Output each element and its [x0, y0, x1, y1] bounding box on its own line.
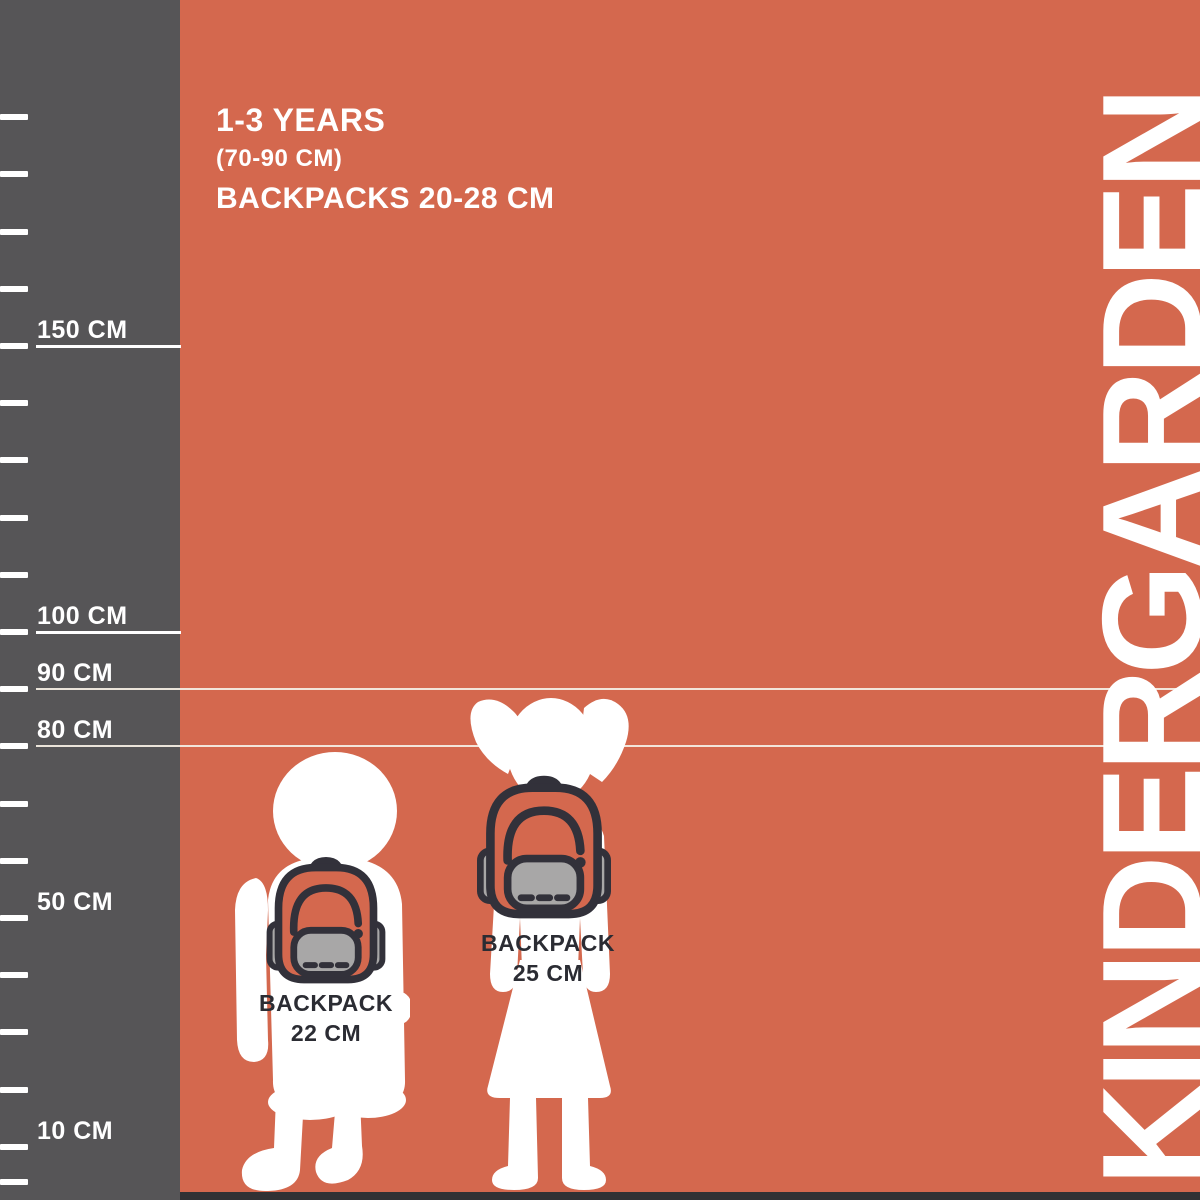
backpack-label-text: BACKPACK: [481, 930, 615, 956]
backpack-size-text: 25 CM: [512, 960, 584, 986]
girl-backpack-label: BACKPACK 25 CM: [438, 928, 658, 988]
ground-bar: [180, 1192, 1200, 1200]
height-range-text: (70-90 CM): [216, 145, 343, 172]
age-range-text: 1-3 YEARS: [216, 102, 386, 138]
backpack-label-text: BACKPACK: [259, 990, 393, 1016]
backpack-size-text: 22 CM: [290, 1020, 362, 1046]
toddler-left-arm: [235, 878, 269, 1062]
toddler-left-leg-foot: [241, 1098, 304, 1192]
toddler-right-hand: [388, 992, 410, 1024]
girl-left-leg-foot: [492, 1098, 538, 1190]
girl-skirt: [487, 960, 611, 1098]
ruler-panel: [0, 0, 180, 1200]
header-block: 1-3 YEARS (70-90 CM) BACKPACKS 20-28 CM: [216, 102, 555, 216]
backpack-icon-22cm: [266, 856, 386, 984]
vertical-title: KINDERGARDEN: [1073, 92, 1200, 1186]
girl-right-leg-foot: [562, 1098, 606, 1190]
toddler-right-leg-foot: [315, 1098, 363, 1184]
backpack-icon-25cm: [477, 775, 611, 919]
toddler-backpack-label: BACKPACK 22 CM: [216, 988, 436, 1048]
girl-head: [507, 698, 595, 802]
backpack-range-text: BACKPACKS 20-28 CM: [216, 182, 555, 215]
backpack-design-arc: [289, 884, 363, 936]
toddler-head: [273, 752, 397, 870]
backpack-design-arc: [503, 806, 585, 865]
